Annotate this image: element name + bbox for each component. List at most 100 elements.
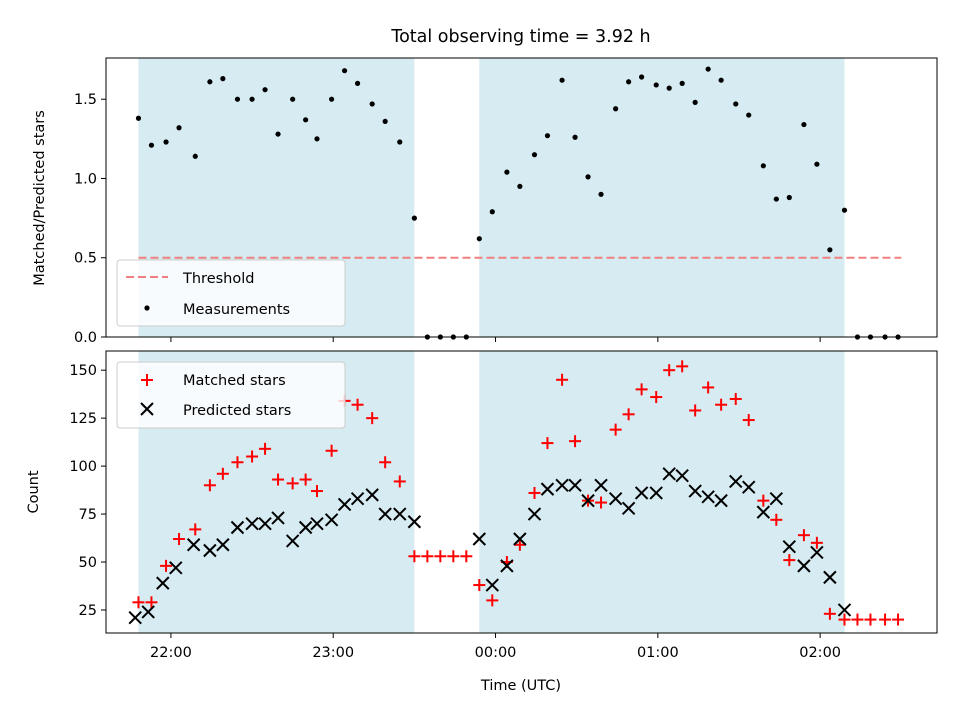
matched-point: [663, 364, 676, 377]
matched-point: [189, 523, 202, 536]
y-tick-label: 100: [69, 459, 97, 475]
x-tick-label: 23:00: [312, 645, 354, 661]
measurement-point: [176, 125, 182, 131]
matched-point: [622, 408, 635, 421]
matched-point: [216, 467, 229, 480]
predicted-point: [797, 559, 811, 573]
predicted-point: [169, 561, 183, 575]
predicted-point: [310, 516, 324, 531]
matched-point: [676, 360, 689, 373]
measurement-point: [572, 134, 578, 140]
legend-measurements-label: Measurements: [183, 302, 290, 318]
matched-point: [851, 613, 864, 626]
x-tick-label: 22:00: [150, 645, 192, 661]
measurement-point: [841, 207, 848, 213]
predicted-point: [156, 576, 170, 590]
matched-point: [393, 475, 406, 488]
matched-point: [231, 456, 244, 469]
measurement-point: [814, 161, 820, 167]
legend-predicted-label: Predicted stars: [183, 403, 291, 419]
predicted-point: [649, 486, 663, 500]
predicted-point: [608, 492, 623, 506]
predicted-point: [378, 507, 392, 521]
matched-point: [408, 550, 421, 563]
predicted-stars-points: [128, 467, 852, 625]
matched-point: [879, 613, 892, 626]
predicted-point: [823, 570, 837, 585]
bottom-axes-frame: [105, 350, 938, 634]
bottom-legend: Matched stars Predicted stars: [116, 361, 346, 429]
legend-measurements-swatch: [144, 305, 150, 311]
y-tick-label: 50: [79, 555, 97, 571]
measurement-point: [598, 191, 604, 197]
predicted-point: [365, 488, 379, 502]
y-tick-label: 150: [69, 363, 97, 379]
measurement-point: [613, 106, 619, 112]
measurement-point: [314, 136, 320, 142]
y-tick-label: 1.5: [74, 92, 97, 108]
predicted-point: [472, 532, 487, 546]
matched-point: [892, 613, 905, 626]
measurement-point: [504, 169, 510, 175]
predicted-point: [742, 480, 756, 494]
bottom-y-ticks: 25 50 75 100 125 150: [69, 363, 106, 619]
predicted-point: [245, 516, 259, 531]
matched-point: [838, 613, 851, 626]
predicted-point: [186, 538, 201, 552]
measurement-point: [517, 183, 523, 190]
predicted-point: [141, 605, 155, 619]
measurement-point: [262, 87, 268, 93]
matched-point: [486, 594, 499, 607]
matched-point: [556, 373, 569, 386]
predicted-point: [540, 482, 555, 496]
x-tick-label: 00:00: [475, 645, 517, 661]
measurement-point: [585, 174, 591, 180]
matched-point: [286, 477, 299, 490]
predicted-point: [485, 578, 499, 592]
matched-point: [310, 485, 323, 498]
bottom-y-axis-label: Count: [26, 470, 42, 513]
matched-point: [864, 613, 877, 626]
measurement-point: [329, 96, 335, 102]
measurement-point: [679, 80, 685, 86]
measurement-point: [827, 247, 833, 253]
matched-point: [421, 550, 434, 563]
matched-point: [366, 412, 379, 425]
predicted-point: [675, 468, 689, 483]
matched-point: [595, 496, 608, 509]
top-axes-frame: [105, 57, 938, 338]
matched-point: [379, 456, 392, 469]
measurement-point: [705, 66, 711, 72]
measurement-point: [341, 68, 348, 74]
measurement-point: [653, 82, 659, 88]
measurement-point: [290, 96, 296, 102]
predicted-point: [662, 467, 676, 481]
measurement-point: [666, 85, 672, 91]
matched-point: [823, 607, 836, 620]
predicted-point: [621, 501, 636, 516]
matched-point: [757, 494, 770, 507]
measurement-point: [626, 79, 632, 85]
matched-point: [689, 404, 702, 417]
legend-matched-swatch: [141, 374, 153, 386]
measurement-point: [354, 80, 361, 86]
measurement-point: [397, 139, 403, 145]
y-tick-label: 25: [79, 603, 97, 619]
bottom-legend-box: [116, 361, 346, 429]
top-legend-box: [116, 259, 346, 327]
bottom-panel: 25 50 75 100 125 150 22:00 23:00 00:00 01:00 02:0…: [26, 350, 938, 694]
predicted-point: [581, 493, 595, 508]
legend-threshold-label: Threshold: [182, 271, 254, 287]
predicted-point: [555, 478, 569, 492]
measurement-point: [489, 209, 495, 215]
predicted-point: [837, 603, 852, 617]
matched-point: [351, 398, 364, 411]
top-x-ticks: [170, 337, 821, 342]
measurement-point: [369, 101, 375, 107]
measurement-point: [249, 96, 255, 102]
predicted-point: [714, 493, 728, 508]
predicted-point: [568, 478, 582, 492]
predicted-point: [756, 505, 771, 519]
matched-point: [650, 391, 663, 404]
